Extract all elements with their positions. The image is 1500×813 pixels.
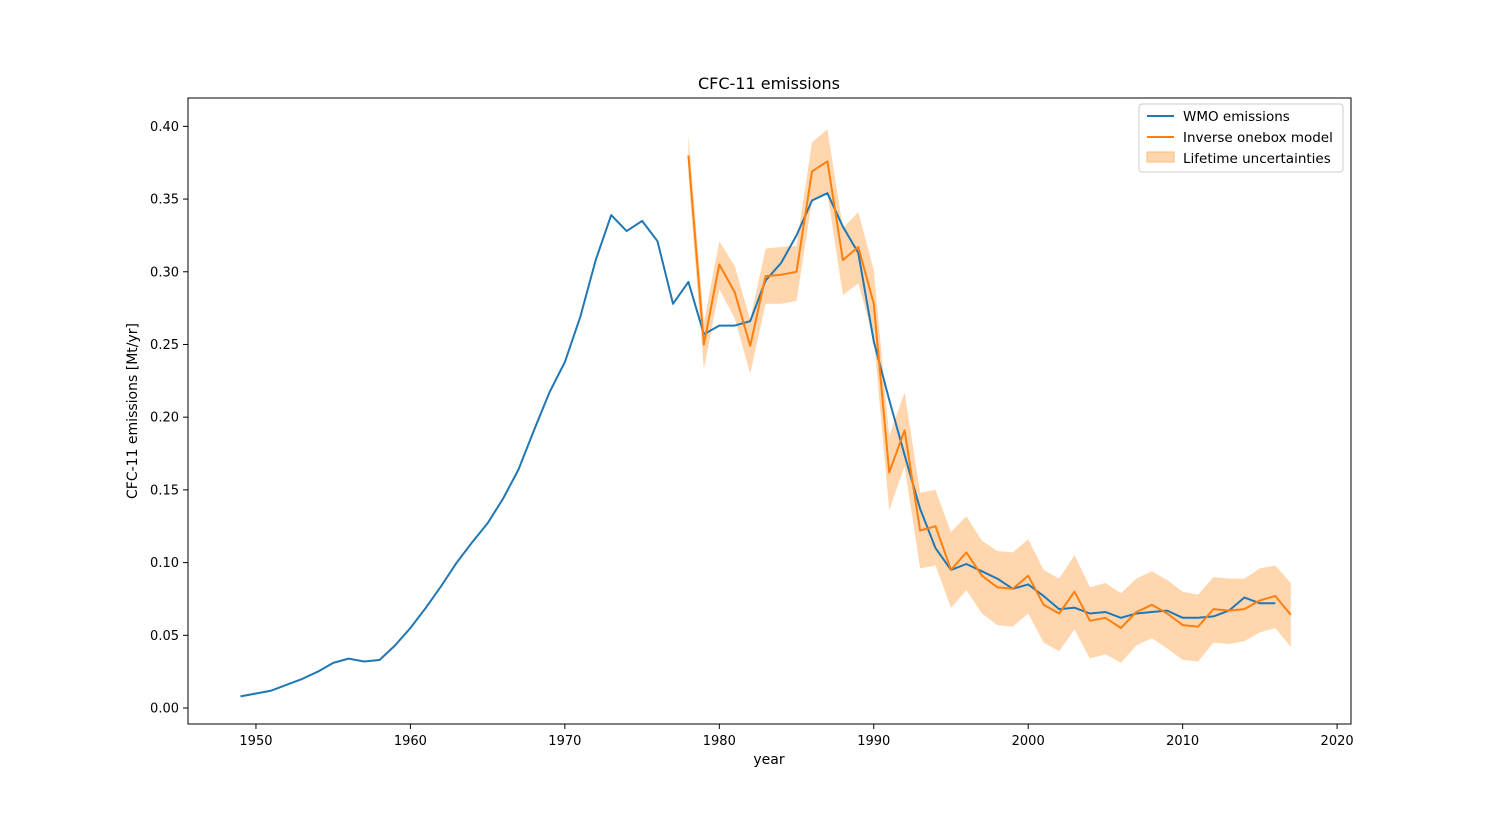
chart-title: CFC-11 emissions: [698, 74, 840, 93]
y-axis-label: CFC-11 emissions [Mt/yr]: [125, 323, 141, 499]
y-tick-label: 0.15: [150, 483, 179, 498]
y-tick-label: 0.20: [150, 411, 179, 426]
y-tick-label: 0.10: [150, 556, 179, 571]
x-tick-label: 2020: [1321, 734, 1354, 749]
y-tick-label: 0.00: [150, 702, 179, 717]
y-tick-label: 0.40: [150, 120, 179, 135]
y-tick-label: 0.30: [150, 265, 179, 280]
inverse-model-line: [687, 155, 1292, 629]
wmo-emissions-line: [240, 192, 1276, 698]
x-axis: 1950 1960 1970 1980 1990 2000 2010 2020: [239, 724, 1354, 749]
x-tick-label: 2010: [1166, 734, 1199, 749]
y-tick-label: 0.35: [150, 193, 179, 208]
x-tick-label: 1960: [394, 734, 427, 749]
x-tick-label: 1970: [548, 734, 581, 749]
uncertainty-band: [688, 129, 1291, 663]
axes-frame: [187, 97, 1352, 725]
x-tick-label: 1950: [239, 734, 272, 749]
legend-band-swatch: [1146, 151, 1175, 163]
x-tick-label: 1990: [857, 734, 890, 749]
x-axis-label: year: [753, 752, 784, 768]
legend-band-label: Lifetime uncertainties: [1183, 151, 1331, 167]
y-axis: 0.00 0.05 0.10 0.15 0.20 0.25 0.30 0.35 0.40: [150, 120, 188, 717]
legend-wmo-label: WMO emissions: [1183, 109, 1290, 125]
y-tick-label: 0.05: [150, 629, 179, 644]
plot-area: [240, 129, 1292, 698]
legend-model-label: Inverse onebox model: [1183, 130, 1333, 146]
x-tick-label: 1980: [703, 734, 736, 749]
x-tick-label: 2000: [1012, 734, 1045, 749]
y-tick-label: 0.25: [150, 338, 179, 353]
legend: WMO emissions Inverse onebox model Lifet…: [1138, 103, 1344, 173]
legend-box: [1138, 103, 1344, 173]
